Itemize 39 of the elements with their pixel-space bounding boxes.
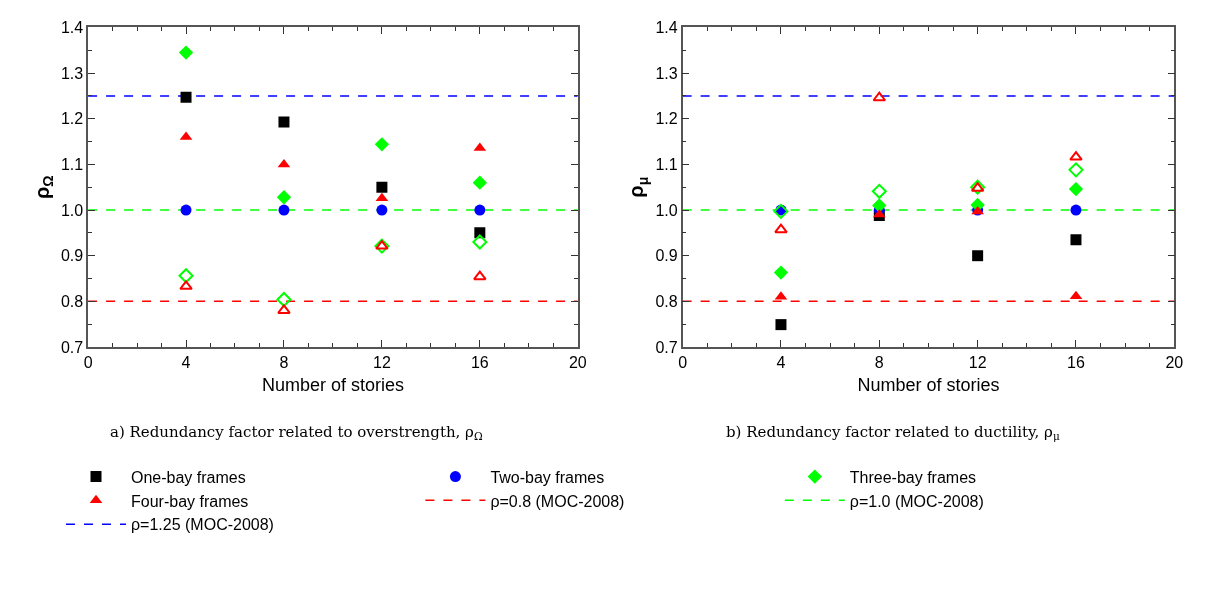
x-tick-label: 20 [1165,353,1184,371]
x-tick-label: 16 [1067,353,1085,371]
legend-label: Two-bay frames [490,468,605,486]
y-tick-label: 1.4 [60,19,84,37]
y-tick-label: 0.7 [655,338,678,356]
y-tick-label: 1.1 [655,155,678,173]
legend-label: Three-bay frames [849,468,977,486]
y-tick-label: 1.1 [60,155,84,173]
y-tick-label: 1.0 [60,201,84,219]
y-tick-label: 1.2 [60,110,84,128]
x-tick-label: 12 [373,353,391,371]
x-tick-label: 8 [279,353,289,371]
y-tick-label: 0.7 [60,338,84,356]
y-tick-label: 0.8 [655,292,678,310]
y-tick-label: 0.9 [60,247,84,265]
x-tick-label: 20 [568,353,587,371]
y-tick-label: 1.4 [655,19,678,37]
y-tick-label: 0.8 [60,292,84,310]
y-tick-label: 0.9 [655,247,678,265]
y-tick-label: 1.3 [60,64,84,82]
legend-label: ρ=1.0 (MOC-2008) [849,492,984,510]
x-axis-title: Number of stories [261,374,404,395]
y-tick-label: 1.0 [655,201,678,219]
text: b) Redundancy factor related to ductility, ρ$_{μ}$ [726,423,1060,443]
legend-label: ρ=1.25 (MOC-2008) [131,516,274,534]
legend-label: Four-bay frames [131,492,249,510]
y-tick-label: 1.2 [655,110,678,128]
x-tick-label: 0 [678,353,688,371]
x-tick-label: 12 [968,353,987,371]
y-tick-label: 1.3 [655,64,678,82]
x-tick-label: 4 [776,353,786,371]
x-tick-label: 4 [181,353,191,371]
x-tick-label: 0 [83,353,93,371]
x-axis-title: Number of stories [857,374,1000,395]
legend-label: One-bay frames [131,468,246,486]
x-tick-label: 16 [470,353,489,371]
x-tick-label: 8 [874,353,884,371]
legend-label: ρ=0.8 (MOC-2008) [490,492,625,510]
text: a) Redundancy factor related to overstrength, ρ$_{Ω}$ [110,423,483,443]
